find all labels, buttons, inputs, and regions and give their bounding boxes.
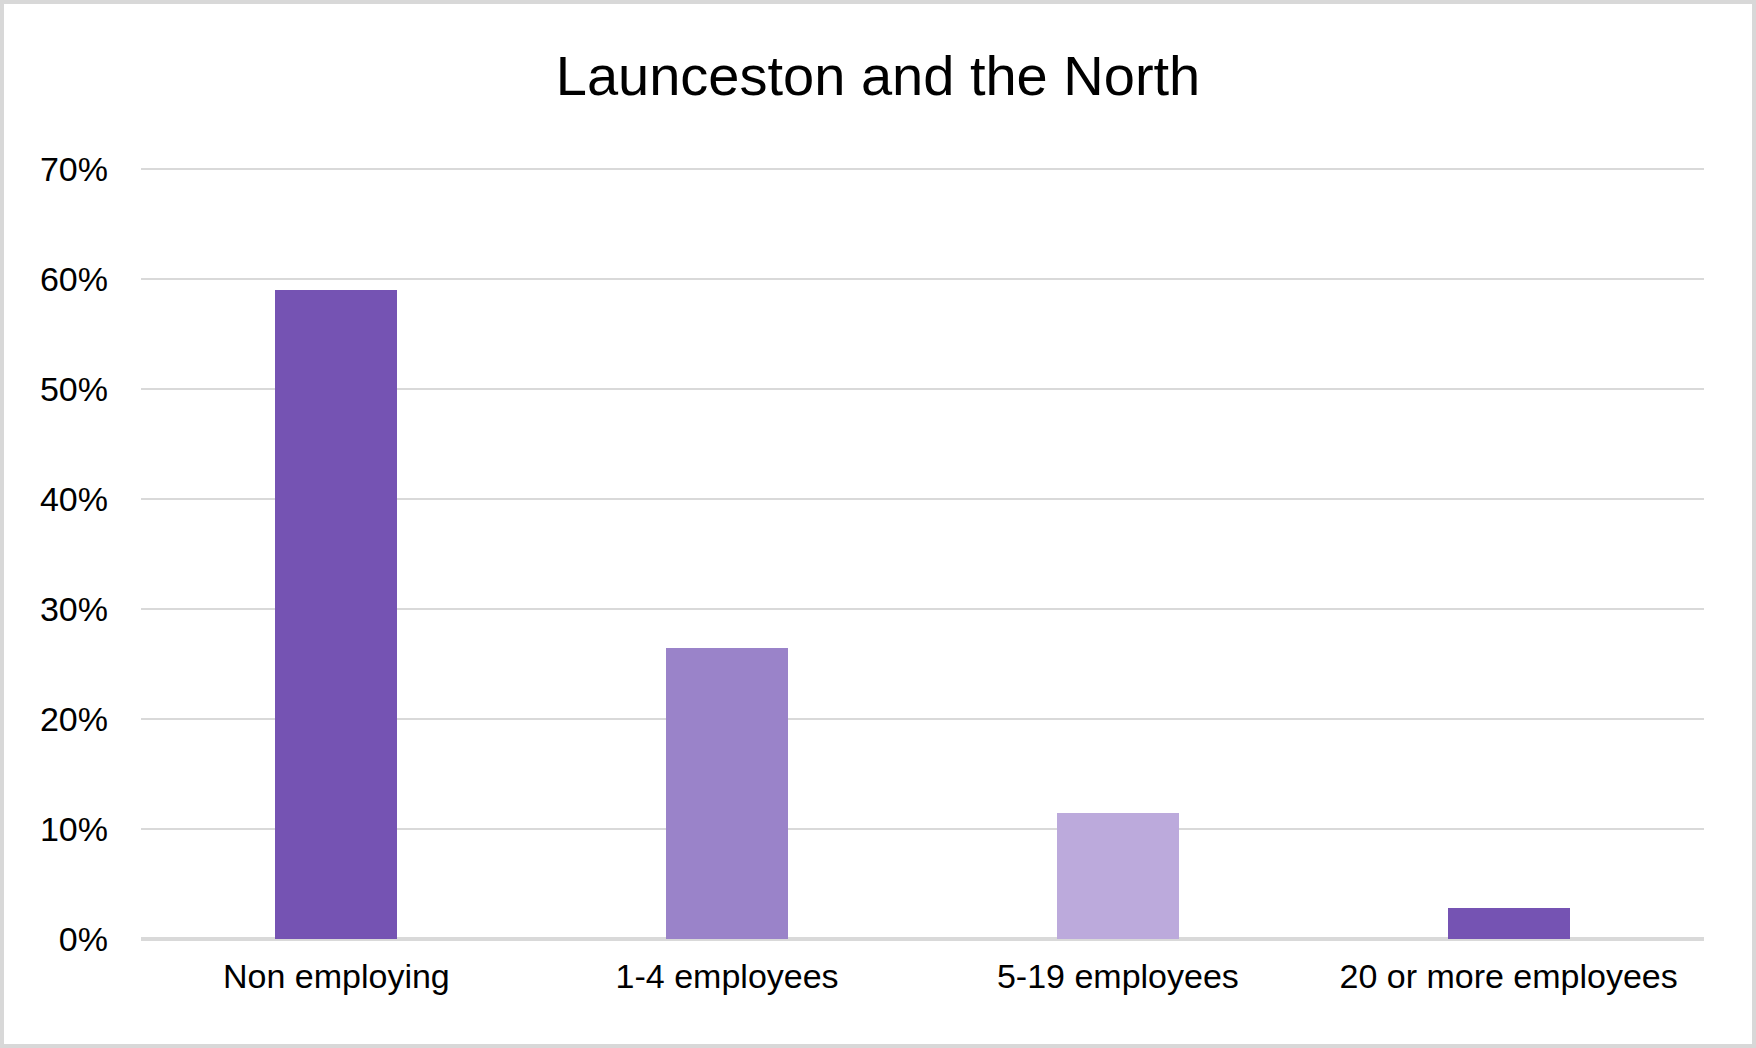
gridline-60 xyxy=(141,278,1704,280)
y-axis: 0%10%20%30%40%50%60%70% xyxy=(4,169,108,939)
gridline-70 xyxy=(141,168,1704,170)
x-axis-label: Non employing xyxy=(141,950,532,1002)
bar-1-4-employees xyxy=(666,648,788,940)
bar-20-or-more-employees xyxy=(1448,908,1570,939)
chart-frame: Launceston and the North 0% 10% 20% 30% 40% 5… xyxy=(0,0,1756,1048)
y-tick-label: 50% xyxy=(4,368,108,410)
plot-area xyxy=(141,169,1704,939)
y-tick-label: 10% xyxy=(4,808,108,850)
y-tick-label: 0% xyxy=(4,918,108,960)
chart-title: Launceston and the North xyxy=(4,40,1752,112)
y-tick-label: 20% xyxy=(4,698,108,740)
x-axis-label: 5-19 employees xyxy=(923,950,1314,1002)
x-axis-label: 20 or more employees xyxy=(1313,950,1704,1002)
bar-non-employing xyxy=(275,290,397,939)
x-axis-label: 1-4 employees xyxy=(532,950,923,1002)
y-tick-label: 40% xyxy=(4,478,108,520)
y-tick-label: 30% xyxy=(4,588,108,630)
bar-5-19-employees xyxy=(1057,813,1179,940)
x-axis: Non employing1-4 employees5-19 employees… xyxy=(141,950,1704,1002)
y-tick-label: 70% xyxy=(4,148,108,190)
y-tick-label: 60% xyxy=(4,258,108,300)
